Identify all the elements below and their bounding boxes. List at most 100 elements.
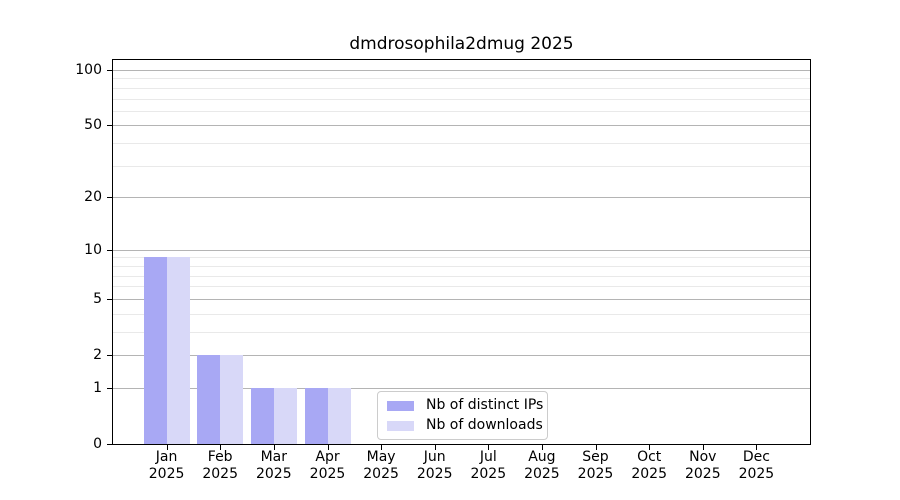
x-tick-label: Aug 2025 xyxy=(502,449,582,483)
x-tick-label: Sep 2025 xyxy=(556,449,636,483)
x-tick-month: Sep xyxy=(582,449,609,465)
x-tick-mark xyxy=(166,445,168,450)
x-tick-year: 2025 xyxy=(470,466,507,482)
y-tick-mark xyxy=(107,125,112,127)
x-tick-label: Jan 2025 xyxy=(127,449,207,483)
bar-nb-of-distinct-ips xyxy=(197,355,221,444)
x-tick-year: 2025 xyxy=(202,466,238,482)
x-tick-mark xyxy=(649,445,651,450)
legend-label-distinct-ips: Nb of distinct IPs xyxy=(426,397,544,413)
x-tick-mark xyxy=(541,445,543,450)
x-tick-mark xyxy=(756,445,758,450)
x-tick-year: 2025 xyxy=(631,466,667,482)
x-tick-mark xyxy=(327,445,329,450)
y-tick-label: 10 xyxy=(84,241,102,258)
y-tick-mark xyxy=(107,387,112,389)
x-tick-month: May xyxy=(366,449,396,465)
legend-entry-distinct-ips: Nb of distinct IPs xyxy=(387,398,543,413)
gridline-major xyxy=(113,355,810,356)
legend-label-downloads: Nb of downloads xyxy=(426,417,543,433)
bar-nb-of-downloads xyxy=(166,257,190,444)
x-tick-month: Jun xyxy=(423,449,446,465)
x-tick-year: 2025 xyxy=(684,466,721,482)
gridline-major xyxy=(113,387,810,389)
x-tick-year: 2025 xyxy=(255,466,292,482)
y-tick-mark xyxy=(107,298,112,300)
x-tick-label: Feb 2025 xyxy=(180,449,260,483)
y-tick-label: 2 xyxy=(93,347,102,363)
y-tick-mark xyxy=(107,249,112,251)
gridline-minor xyxy=(113,265,810,267)
bar-nb-of-downloads xyxy=(327,387,351,444)
y-tick-mark xyxy=(107,355,112,356)
x-tick-mark xyxy=(220,445,222,450)
bar-nb-of-distinct-ips xyxy=(143,257,167,444)
x-tick-label: May 2025 xyxy=(341,449,421,483)
gridline-minor xyxy=(113,143,810,145)
bar-nb-of-downloads xyxy=(273,387,297,444)
x-tick-month: Oct xyxy=(637,449,662,465)
x-tick-mark xyxy=(488,445,490,450)
bar-nb-of-distinct-ips xyxy=(304,387,328,444)
x-tick-month: Mar xyxy=(260,449,287,465)
x-tick-label: Oct 2025 xyxy=(609,449,689,483)
x-tick-month: Jul xyxy=(479,449,497,465)
x-tick-label: Nov 2025 xyxy=(663,449,743,483)
x-tick-year: 2025 xyxy=(309,466,346,482)
x-tick-month: Jan xyxy=(155,449,178,465)
x-tick-month: Dec xyxy=(742,449,770,465)
x-tick-mark xyxy=(702,445,704,450)
x-tick-year: 2025 xyxy=(738,466,775,482)
y-tick-mark xyxy=(107,444,112,445)
y-tick-label: 5 xyxy=(93,290,102,307)
y-tick-label: 20 xyxy=(84,189,102,206)
x-tick-month: Feb xyxy=(207,449,233,465)
y-tick-label: 0 xyxy=(93,436,102,452)
bar-nb-of-distinct-ips xyxy=(250,387,274,444)
gridline-minor xyxy=(113,286,810,288)
x-tick-mark xyxy=(434,445,436,450)
gridline-minor xyxy=(113,78,810,80)
gridline-major xyxy=(113,249,810,251)
legend-swatch-distinct-ips xyxy=(387,400,414,411)
y-tick-mark xyxy=(107,197,112,199)
gridline-major xyxy=(113,197,810,199)
x-tick-label: Jun 2025 xyxy=(395,449,475,483)
legend: Nb of distinct IPs Nb of downloads xyxy=(377,391,548,440)
gridline-major xyxy=(113,70,810,71)
gridline-major xyxy=(113,298,810,300)
legend-entry-downloads: Nb of downloads xyxy=(387,418,543,433)
gridline-minor xyxy=(113,257,810,259)
x-tick-year: 2025 xyxy=(363,466,399,482)
gridline-minor xyxy=(113,87,810,89)
x-tick-label: Apr 2025 xyxy=(288,449,368,483)
y-tick-mark xyxy=(107,70,112,71)
y-tick-label: 50 xyxy=(84,117,102,134)
x-tick-label: Mar 2025 xyxy=(234,449,314,483)
x-tick-year: 2025 xyxy=(148,466,185,482)
x-tick-year: 2025 xyxy=(577,466,614,482)
x-tick-month: Nov xyxy=(689,449,717,465)
legend-swatch-downloads xyxy=(387,420,414,431)
x-tick-month: Apr xyxy=(315,449,340,465)
x-tick-mark xyxy=(595,445,597,450)
gridline-minor xyxy=(113,98,810,100)
x-tick-month: Aug xyxy=(528,449,556,465)
x-tick-year: 2025 xyxy=(416,466,453,482)
y-tick-label: 100 xyxy=(75,62,102,78)
gridline-minor xyxy=(113,313,810,315)
x-tick-label: Dec 2025 xyxy=(716,449,796,483)
x-tick-label: Jul 2025 xyxy=(448,449,528,483)
gridline-minor xyxy=(113,165,810,167)
gridline-major xyxy=(113,125,810,127)
y-tick-label: 1 xyxy=(93,379,102,396)
gridline-minor xyxy=(113,275,810,277)
chart-title: dmdrosophila2dmug 2025 xyxy=(349,34,574,54)
bar-nb-of-downloads xyxy=(220,355,244,444)
gridline-minor xyxy=(113,331,810,333)
x-tick-mark xyxy=(273,445,275,450)
x-tick-mark xyxy=(381,445,383,450)
gridline-minor xyxy=(113,110,810,112)
x-tick-year: 2025 xyxy=(524,466,560,482)
